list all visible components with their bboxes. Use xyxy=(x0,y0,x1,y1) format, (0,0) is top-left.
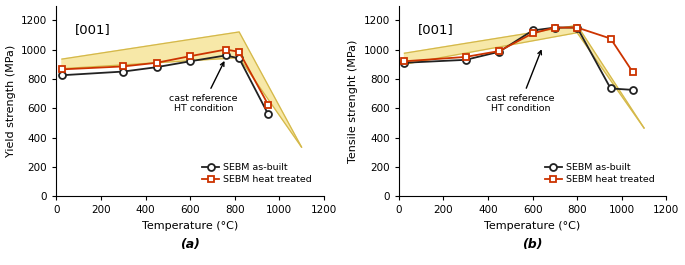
SEBM heat treated xyxy=(606,37,614,40)
SEBM as-built xyxy=(606,87,614,90)
X-axis label: Temperature (°C): Temperature (°C) xyxy=(484,221,581,231)
SEBM heat treated xyxy=(551,26,559,29)
SEBM heat treated xyxy=(119,65,127,68)
SEBM as-built xyxy=(235,57,243,60)
SEBM heat treated xyxy=(400,60,408,63)
SEBM heat treated xyxy=(264,103,272,106)
Y-axis label: Yield strength (MPa): Yield strength (MPa) xyxy=(5,45,16,157)
Legend: SEBM as-built, SEBM heat treated: SEBM as-built, SEBM heat treated xyxy=(543,161,656,186)
SEBM as-built xyxy=(495,50,503,53)
Text: [001]: [001] xyxy=(75,23,111,36)
Text: cast reference
HT condition: cast reference HT condition xyxy=(169,62,238,113)
Polygon shape xyxy=(62,32,301,147)
Legend: SEBM as-built, SEBM heat treated: SEBM as-built, SEBM heat treated xyxy=(201,161,314,186)
SEBM as-built xyxy=(153,65,161,69)
Line: SEBM heat treated: SEBM heat treated xyxy=(400,23,637,77)
SEBM heat treated xyxy=(529,32,537,35)
Text: cast reference
HT condition: cast reference HT condition xyxy=(486,51,555,113)
SEBM heat treated xyxy=(573,26,582,29)
Line: SEBM as-built: SEBM as-built xyxy=(58,52,271,118)
SEBM heat treated xyxy=(462,55,470,59)
SEBM heat treated xyxy=(186,55,195,58)
SEBM heat treated xyxy=(153,61,161,64)
Line: SEBM heat treated: SEBM heat treated xyxy=(58,45,272,109)
SEBM heat treated xyxy=(235,50,243,53)
SEBM as-built xyxy=(529,29,537,32)
Text: (b): (b) xyxy=(523,238,543,251)
SEBM heat treated xyxy=(629,71,637,74)
SEBM as-built xyxy=(400,61,408,64)
Polygon shape xyxy=(404,25,644,128)
SEBM as-built xyxy=(222,54,230,57)
SEBM as-built xyxy=(462,58,470,61)
SEBM as-built xyxy=(629,88,637,91)
X-axis label: Temperature (°C): Temperature (°C) xyxy=(142,221,238,231)
Line: SEBM as-built: SEBM as-built xyxy=(401,24,636,93)
SEBM heat treated xyxy=(495,50,503,53)
SEBM heat treated xyxy=(222,48,230,51)
Text: [001]: [001] xyxy=(418,23,453,36)
SEBM as-built xyxy=(551,26,559,29)
SEBM heat treated xyxy=(58,68,66,71)
SEBM as-built xyxy=(573,26,582,29)
Y-axis label: Tensile strenght (MPa): Tensile strenght (MPa) xyxy=(348,39,358,163)
SEBM as-built xyxy=(186,60,195,63)
SEBM as-built xyxy=(264,113,272,116)
SEBM as-built xyxy=(119,70,127,73)
Text: (a): (a) xyxy=(180,238,200,251)
SEBM as-built xyxy=(58,74,66,77)
